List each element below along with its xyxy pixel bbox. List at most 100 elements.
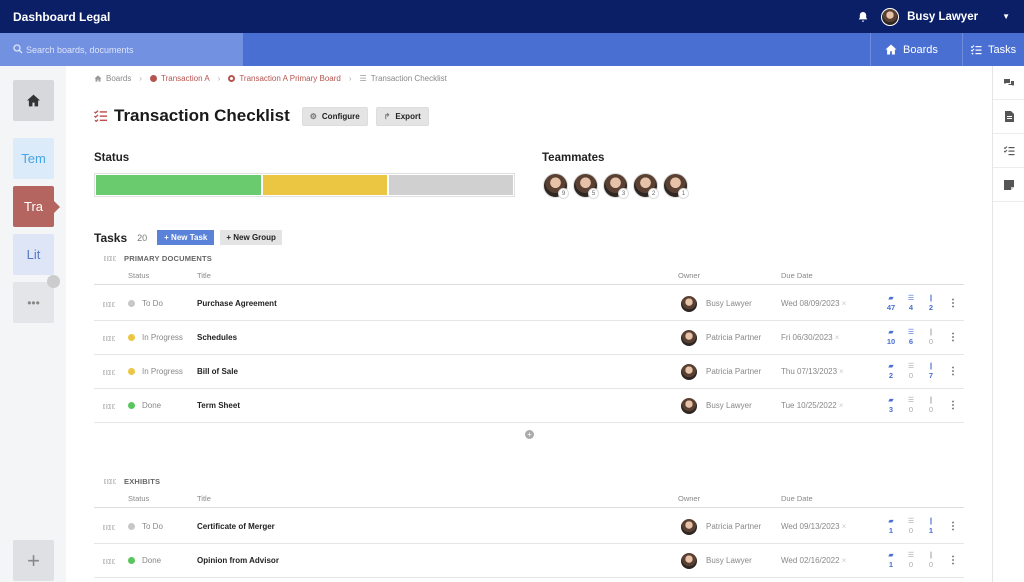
due-date[interactable]: Tue 10/25/2022 × bbox=[781, 401, 844, 410]
due-date[interactable]: Thu 07/13/2023 × bbox=[781, 367, 844, 376]
column-header-owner[interactable]: Owner bbox=[678, 271, 701, 280]
column-header-title[interactable]: Title bbox=[197, 494, 211, 503]
column-header-due[interactable]: Due Date bbox=[781, 494, 813, 503]
owner-name[interactable]: Busy Lawyer bbox=[706, 556, 752, 565]
sidebar-item-lit[interactable]: Lit bbox=[13, 234, 54, 275]
user-avatar[interactable] bbox=[881, 7, 900, 26]
status-text[interactable]: In Progress bbox=[142, 333, 183, 342]
breadcrumb-primary-board[interactable]: Transaction A Primary Board bbox=[239, 74, 341, 83]
status-text[interactable]: Done bbox=[142, 556, 162, 565]
attachments-count[interactable]: ∥ 7 bbox=[924, 363, 938, 380]
owner-name[interactable]: Busy Lawyer bbox=[706, 401, 752, 410]
clear-date-icon[interactable]: × bbox=[839, 367, 844, 376]
group-title[interactable]: PRIMARY DOCUMENTS bbox=[104, 254, 212, 263]
drag-handle-icon[interactable] bbox=[103, 336, 115, 341]
new-group-button[interactable]: + New Group bbox=[220, 230, 282, 245]
attachments-count[interactable]: ∥ 1 bbox=[924, 518, 938, 535]
export-button[interactable]: ↱ Export bbox=[375, 106, 429, 126]
column-header-status[interactable]: Status bbox=[128, 271, 150, 280]
tasks-nav-button[interactable]: Tasks bbox=[962, 33, 1024, 66]
checklist-count[interactable]: ☰ 0 bbox=[904, 518, 918, 535]
due-date[interactable]: Wed 09/13/2023 × bbox=[781, 522, 847, 531]
checklist-panel-button[interactable] bbox=[993, 134, 1024, 168]
clear-date-icon[interactable]: × bbox=[841, 522, 847, 531]
breadcrumb-transaction-a[interactable]: Transaction A bbox=[161, 74, 210, 83]
table-row[interactable]: In Progress Bill of Sale Patricia Partner T… bbox=[94, 355, 964, 389]
teammate-avatar[interactable]: 3 bbox=[603, 173, 629, 199]
more-options-icon[interactable]: ⋮ bbox=[948, 298, 958, 309]
clear-date-icon[interactable]: × bbox=[841, 299, 847, 308]
comments-count[interactable]: ▰ 1 bbox=[884, 518, 898, 535]
add-task-row-button[interactable]: + bbox=[525, 430, 534, 439]
table-row[interactable]: Done Opinion from Advisor Busy Lawyer Wed 0… bbox=[94, 544, 964, 578]
sidebar-more-button[interactable]: ••• bbox=[13, 282, 54, 323]
column-header-owner[interactable]: Owner bbox=[678, 494, 701, 503]
checklist-count[interactable]: ☰ 6 bbox=[904, 329, 918, 346]
drag-handle-icon[interactable] bbox=[103, 404, 115, 409]
teammate-avatar[interactable]: 5 bbox=[573, 173, 599, 199]
status-dot[interactable] bbox=[128, 523, 135, 530]
status-text[interactable]: In Progress bbox=[142, 367, 183, 376]
status-dot[interactable] bbox=[128, 557, 135, 564]
due-date[interactable]: Wed 02/16/2022 × bbox=[781, 556, 847, 565]
group-title[interactable]: EXHIBITS bbox=[104, 477, 160, 486]
sidebar-add-button[interactable]: + bbox=[13, 540, 54, 581]
status-dot[interactable] bbox=[128, 334, 135, 341]
table-row[interactable]: Done Term Sheet Busy Lawyer Tue 10/25/2022 ×… bbox=[94, 389, 964, 423]
status-progress-bar[interactable] bbox=[94, 173, 515, 197]
comments-count[interactable]: ▰ 47 bbox=[884, 295, 898, 312]
due-date[interactable]: Fri 06/30/2023 × bbox=[781, 333, 840, 342]
table-row[interactable]: To Do Certificate of Merger Patricia Partn… bbox=[94, 510, 964, 544]
attachments-count[interactable]: ∥ 2 bbox=[924, 295, 938, 312]
owner-name[interactable]: Patricia Partner bbox=[706, 522, 762, 531]
drag-handle-icon[interactable] bbox=[103, 525, 115, 530]
task-title[interactable]: Term Sheet bbox=[197, 401, 240, 410]
more-options-icon[interactable]: ⋮ bbox=[948, 521, 958, 532]
user-name[interactable]: Busy Lawyer bbox=[907, 10, 979, 23]
notes-panel-button[interactable] bbox=[993, 168, 1024, 202]
status-text[interactable]: To Do bbox=[142, 299, 163, 308]
clear-date-icon[interactable]: × bbox=[841, 556, 847, 565]
sidebar-scroll-handle[interactable] bbox=[47, 275, 60, 288]
checklist-count[interactable]: ☰ 0 bbox=[904, 552, 918, 569]
status-text[interactable]: To Do bbox=[142, 522, 163, 531]
checklist-count[interactable]: ☰ 0 bbox=[904, 397, 918, 414]
owner-name[interactable]: Patricia Partner bbox=[706, 367, 762, 376]
task-title[interactable]: Opinion from Advisor bbox=[197, 556, 279, 565]
more-options-icon[interactable]: ⋮ bbox=[948, 366, 958, 377]
due-date[interactable]: Wed 08/09/2023 × bbox=[781, 299, 847, 308]
drag-handle-icon[interactable] bbox=[103, 559, 115, 564]
boards-nav-button[interactable]: Boards bbox=[870, 33, 980, 66]
search-input[interactable] bbox=[0, 33, 243, 66]
drag-handle-icon[interactable] bbox=[103, 370, 115, 375]
chevron-down-icon[interactable]: ▼ bbox=[1002, 12, 1010, 21]
owner-name[interactable]: Patricia Partner bbox=[706, 333, 762, 342]
status-segment-done[interactable] bbox=[96, 175, 262, 195]
column-header-status[interactable]: Status bbox=[128, 494, 150, 503]
bell-icon[interactable] bbox=[857, 11, 869, 23]
task-title[interactable]: Certificate of Merger bbox=[197, 522, 275, 531]
comments-count[interactable]: ▰ 3 bbox=[884, 397, 898, 414]
attachments-count[interactable]: ∥ 0 bbox=[924, 397, 938, 414]
documents-panel-button[interactable] bbox=[993, 100, 1024, 134]
status-dot[interactable] bbox=[128, 368, 135, 375]
task-title[interactable]: Schedules bbox=[197, 333, 238, 342]
clear-date-icon[interactable]: × bbox=[838, 401, 844, 410]
status-segment-to-do[interactable] bbox=[389, 175, 514, 195]
table-row[interactable]: To Do Purchase Agreement Busy Lawyer Wed 08… bbox=[94, 287, 964, 321]
sidebar-item-tem[interactable]: Tem bbox=[13, 138, 54, 179]
sidebar-home-button[interactable] bbox=[13, 80, 54, 121]
checklist-count[interactable]: ☰ 0 bbox=[904, 363, 918, 380]
status-text[interactable]: Done bbox=[142, 401, 162, 410]
more-options-icon[interactable]: ⋮ bbox=[948, 400, 958, 411]
more-options-icon[interactable]: ⋮ bbox=[948, 332, 958, 343]
breadcrumb-boards[interactable]: Boards bbox=[106, 74, 132, 83]
status-dot[interactable] bbox=[128, 402, 135, 409]
status-segment-in-progress[interactable] bbox=[263, 175, 388, 195]
teammate-avatar[interactable]: 2 bbox=[633, 173, 659, 199]
more-options-icon[interactable]: ⋮ bbox=[948, 555, 958, 566]
drag-handle-icon[interactable] bbox=[103, 302, 115, 307]
column-header-title[interactable]: Title bbox=[197, 271, 211, 280]
attachments-count[interactable]: ∥ 0 bbox=[924, 329, 938, 346]
owner-name[interactable]: Busy Lawyer bbox=[706, 299, 752, 308]
